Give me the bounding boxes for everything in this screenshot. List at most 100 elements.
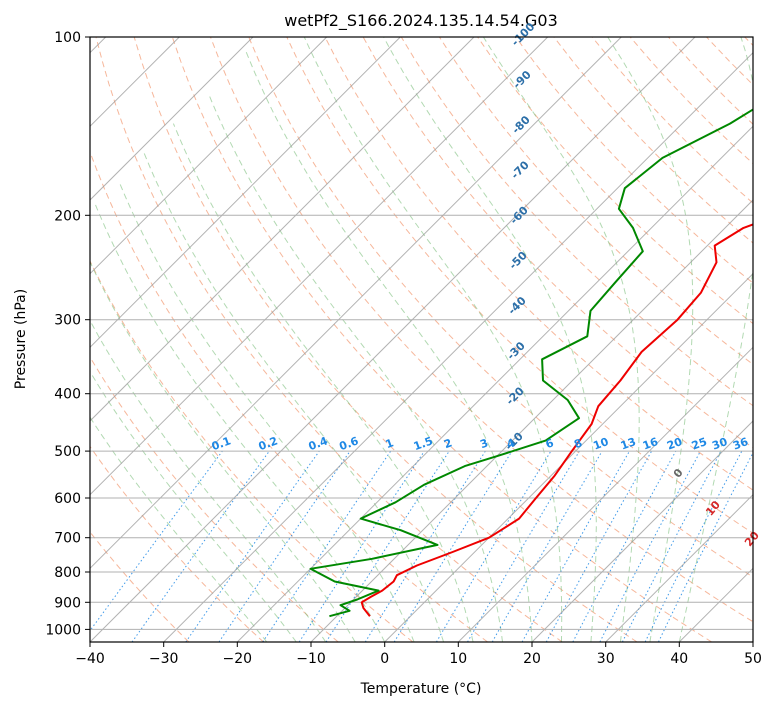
y-tick-label: 500: [54, 444, 81, 460]
dry-adiabat-line: [744, 37, 753, 47]
mixing-ratio-line: [325, 450, 450, 642]
dry-adiabat-line: [591, 37, 753, 204]
dry-adiabat-line: [553, 37, 753, 244]
mixing-ratio-label: 30: [710, 435, 729, 453]
mixing-ratio-label: 3: [478, 436, 490, 451]
x-axis-title: Temperature (°C): [360, 681, 482, 697]
moist-adiabat-line: [90, 370, 297, 642]
plot-frame: [89, 36, 754, 643]
dry-adiabat-line: [706, 37, 753, 86]
isotherm-line: [90, 37, 696, 642]
isotherm-line: [236, 125, 753, 642]
mixing-ratio-label: 25: [690, 435, 709, 452]
dry-adiabat-line: [90, 150, 488, 642]
isotherm-line: [531, 420, 753, 642]
mixing-ratio-line: [545, 450, 653, 642]
isotherm-line: [605, 493, 753, 642]
profile-line: [360, 223, 753, 617]
dry-adiabat-line: [133, 37, 638, 642]
moist-adiabat-line: [383, 37, 597, 642]
dry-adiabat-line: [95, 37, 563, 642]
y-tick-label: 200: [54, 208, 81, 224]
dry-adiabat-line: [324, 37, 753, 491]
y-tick-label: 700: [54, 531, 81, 547]
mixing-ratio-line: [90, 450, 223, 632]
x-tick-label: −10: [296, 651, 326, 667]
moist-adiabat-line: [244, 49, 533, 642]
moist-adiabat-line: [303, 37, 563, 642]
moist-adiabat-label: 0: [671, 466, 686, 480]
y-tick-label: 600: [54, 491, 81, 507]
isotherm-line: [90, 37, 622, 570]
x-tick-label: −30: [149, 651, 179, 667]
isotherm-line: [678, 567, 753, 642]
mixing-ratio-label: 6: [544, 436, 556, 451]
mixing-ratio-line: [521, 450, 630, 642]
profile-lines: [309, 108, 753, 618]
y-tick-label: 900: [54, 595, 81, 611]
dry-adiabat-label: -80: [510, 113, 533, 136]
moist-adiabat-line: [482, 37, 640, 642]
isotherm-line: [90, 37, 328, 275]
mixing-ratio-label: 1: [384, 436, 396, 451]
dry-adiabat-line: [90, 259, 414, 642]
y-tick-label: 800: [54, 565, 81, 581]
dry-adiabat-line: [90, 445, 264, 642]
isotherm-line: [310, 199, 753, 642]
background-lines: [90, 37, 753, 642]
mixing-ratio-line: [393, 450, 513, 642]
isotherm-line: [752, 641, 753, 642]
mixing-ratio-label: 8: [572, 436, 584, 451]
dry-adiabat-line: [171, 37, 712, 642]
mixing-ratio-label: 2: [442, 436, 454, 451]
mixing-ratio-label: 0.4: [307, 434, 330, 453]
moist-adiabat-line: [90, 319, 327, 642]
line-labels: -100-90-80-70-60-50-40-30-20-100.1 0.2 0.4…: [210, 20, 762, 549]
mixing-ratio-label: 20: [665, 435, 684, 453]
mixing-ratio-line: [658, 451, 753, 642]
mixing-ratio-label: 1.5: [412, 434, 435, 453]
dry-adiabat-line: [515, 37, 753, 284]
x-tick-label: −40: [75, 651, 105, 667]
profile-line: [309, 108, 753, 618]
isotherm-line: [90, 37, 549, 496]
moist-adiabat-line: [118, 180, 415, 642]
mixing-ratio-line: [185, 450, 320, 642]
mixing-ratio-line: [262, 450, 392, 642]
dry-adiabat-label: -50: [507, 249, 530, 272]
x-tick-label: 50: [744, 651, 762, 667]
mixing-ratio-label: 13: [619, 435, 638, 452]
x-tick-label: 40: [670, 651, 688, 667]
mixing-ratio-line: [218, 450, 351, 642]
mixing-ratio-line: [467, 450, 580, 642]
dry-adiabat-label: -30: [505, 339, 528, 362]
mixing-ratio-line: [572, 450, 677, 642]
x-tick-label: 20: [523, 651, 541, 667]
grid-lines: [90, 37, 753, 642]
mixing-ratio-line: [131, 450, 270, 642]
dry-adiabat-line: [210, 37, 753, 623]
moist-adiabat-line: [678, 37, 753, 642]
dry-adiabat-label: -70: [509, 158, 532, 181]
isotherm-line: [90, 37, 401, 349]
moist-adiabat-line: [93, 201, 386, 642]
isotherm-line: [163, 51, 753, 642]
x-tick-label: −20: [223, 651, 253, 667]
mixing-ratio-line: [298, 450, 425, 642]
y-tick-label: 100: [54, 30, 81, 46]
isotherm-line: [384, 272, 753, 642]
isotherm-line: [90, 37, 254, 201]
mixing-ratio-line: [644, 450, 743, 642]
y-tick-label: 300: [54, 313, 81, 329]
dry-adiabat-line: [248, 37, 753, 578]
y-axis: 1000 900 800 700 600 500 400 300 200 100: [45, 30, 90, 638]
moist-adiabat-label: 20: [742, 529, 762, 549]
x-tick-label: 0: [380, 651, 389, 667]
x-tick-label: 30: [597, 651, 615, 667]
dry-adiabat-label: -90: [511, 68, 534, 91]
x-axis: −40 −30 −20 −10 0 10 20 30 40 50: [75, 642, 762, 667]
mixing-ratio-label: 4: [505, 436, 517, 451]
y-axis-title: Pressure (hPa): [13, 289, 29, 389]
isotherm-line: [457, 346, 753, 642]
